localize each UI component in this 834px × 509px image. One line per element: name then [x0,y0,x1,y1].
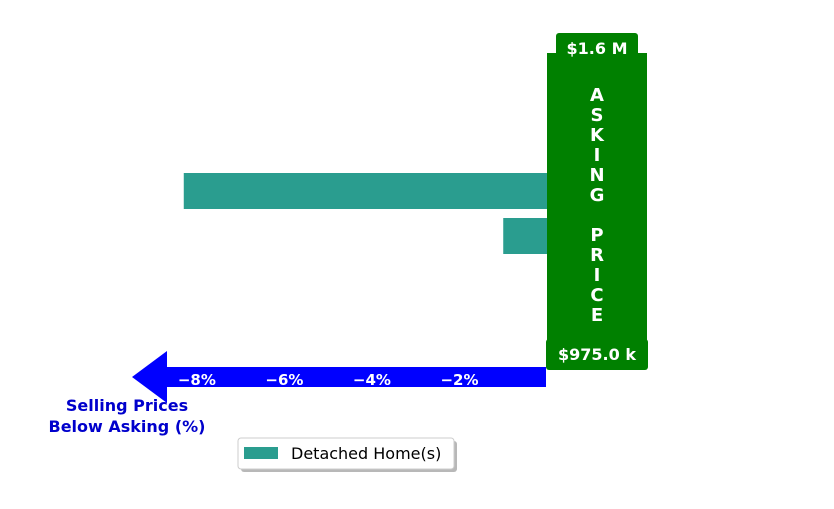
bar-0 [183,173,548,209]
x-tick-labels: −8% −6% −4% −2% [178,371,479,389]
x-tick-label: −8% [178,371,216,389]
axis-arrow [132,351,546,403]
asking-price-letter: R [590,245,604,266]
asking-price-letter: S [591,105,604,126]
asking-price-letter: C [590,285,603,306]
asking-price-letter: G [590,185,605,206]
x-tick-label: −4% [353,371,391,389]
legend-box [237,437,455,470]
bars-group [183,173,548,254]
asking-price-letter: P [590,225,603,246]
x-tick-label: −6% [265,371,303,389]
asking-price-column [547,53,647,346]
legend-swatch [244,447,278,459]
asking-price-letter: I [594,265,601,286]
min-price-label: $975.0 k [558,345,636,364]
asking-price-letter: A [590,85,604,106]
x-tick-label: −2% [440,371,478,389]
legend-entry-label: Detached Home(s) [291,444,441,463]
asking-price-letter: N [589,165,604,186]
max-price-label: $1.6 M [567,39,628,58]
max-price-badge [556,33,638,62]
asking-price-letter: E [591,305,603,326]
x-axis-title-line2: Below Asking (%) [49,417,206,436]
bar-1 [503,218,547,254]
asking-price-letter: I [594,145,601,166]
asking-price-letter: K [590,125,605,146]
min-price-badge [546,339,648,370]
x-axis-title-line1: Selling Prices [66,396,188,415]
legend: Detached Home(s) [237,437,457,472]
